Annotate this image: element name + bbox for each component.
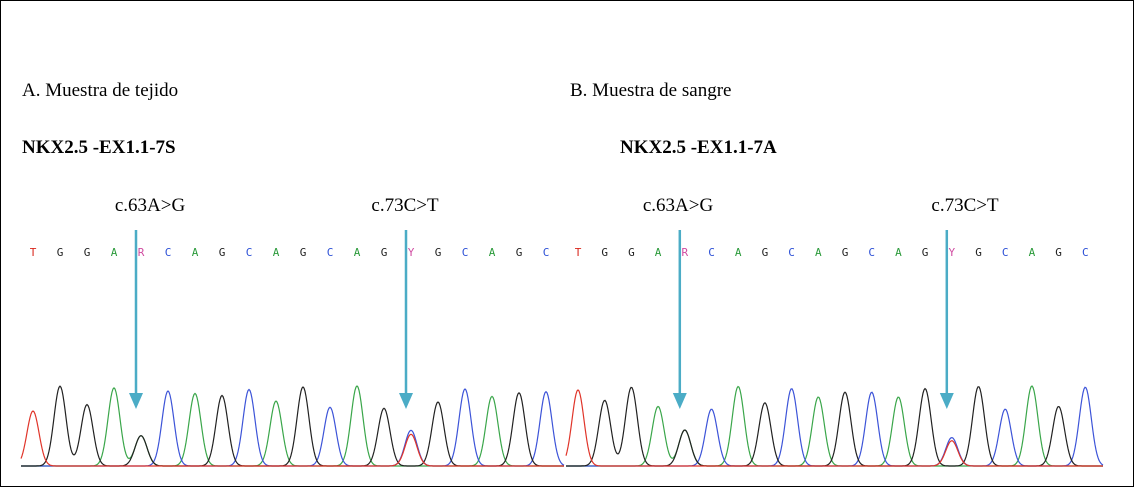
panel-caption: B. Muestra de sangre [570, 80, 731, 101]
frame [1, 1, 1134, 487]
figure: A. Muestra de tejido NKX2.5 -EX1.1-7S c.63… [0, 0, 1135, 488]
base-call: G [601, 246, 608, 259]
base-call: A [735, 246, 742, 259]
base-call: C [462, 246, 469, 259]
base-call: G [922, 246, 929, 259]
base-call: G [381, 246, 388, 259]
base-call: C [543, 246, 550, 259]
base-call: A [1029, 246, 1036, 259]
base-call: Y [408, 246, 415, 259]
base-call: G [1055, 246, 1062, 259]
mutation-label: c.73C>T [371, 195, 439, 216]
gene-label: NKX2.5 -EX1.1-7S [22, 137, 176, 158]
mutation-label: c.73C>T [931, 195, 999, 216]
base-call: Y [948, 246, 955, 259]
base-call: G [516, 246, 523, 259]
gene-label: NKX2.5 -EX1.1-7A [620, 137, 777, 158]
base-call: G [762, 246, 769, 259]
base-call: C [246, 246, 253, 259]
base-call: C [708, 246, 715, 259]
base-call: C [788, 246, 795, 259]
base-call: C [165, 246, 172, 259]
base-call: G [628, 246, 635, 259]
base-call: A [655, 246, 662, 259]
base-call: C [1082, 246, 1089, 259]
base-call: A [354, 246, 361, 259]
base-call: A [192, 246, 199, 259]
mutation-label: c.63A>G [643, 195, 714, 216]
base-call: R [681, 246, 688, 259]
base-call: C [1002, 246, 1009, 259]
base-call: A [489, 246, 496, 259]
base-call: A [815, 246, 822, 259]
panel-caption: A. Muestra de tejido [22, 80, 178, 101]
base-call: C [327, 246, 334, 259]
base-call: G [435, 246, 442, 259]
base-call: R [138, 246, 145, 259]
base-call: G [975, 246, 982, 259]
base-call: G [57, 246, 64, 259]
base-call: G [842, 246, 849, 259]
base-call: T [575, 246, 582, 259]
base-call: G [219, 246, 226, 259]
base-call: G [300, 246, 307, 259]
base-call: G [84, 246, 91, 259]
base-call: A [895, 246, 902, 259]
base-call: T [30, 246, 37, 259]
mutation-label: c.63A>G [115, 195, 186, 216]
base-call: C [868, 246, 875, 259]
base-call: A [111, 246, 118, 259]
base-call: A [273, 246, 280, 259]
